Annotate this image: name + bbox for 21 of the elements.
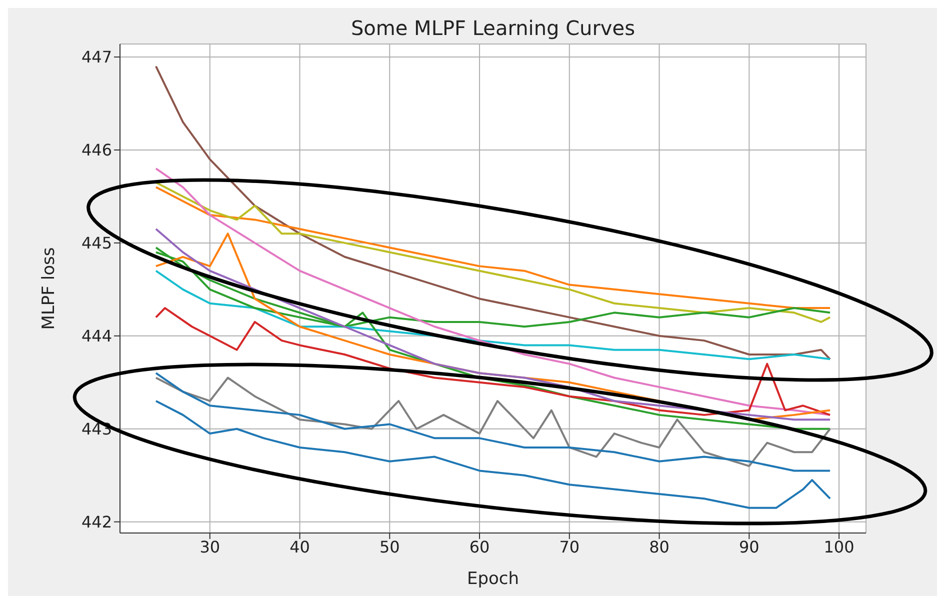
x-axis-title: Epoch — [466, 569, 520, 589]
line-series — [154, 270, 832, 360]
y-tick-label: 445 — [81, 234, 112, 253]
x-tick-label: 90 — [738, 537, 760, 556]
y-tick-label: 444 — [81, 326, 112, 346]
line-series — [154, 307, 832, 416]
y-tick-label: 447 — [81, 48, 112, 67]
y-axis-title: MLPF loss — [39, 247, 60, 330]
x-tick-label: 80 — [649, 537, 670, 556]
line-series — [154, 65, 832, 360]
x-tick-label: 100 — [824, 537, 854, 556]
x-tick-label: 30 — [200, 537, 220, 556]
x-tick-label: 50 — [379, 537, 400, 556]
y-tick-label: 442 — [81, 512, 112, 532]
x-tick-label: 40 — [290, 537, 310, 556]
chart-title: Some MLPF Learning Curves — [350, 16, 636, 40]
line-series — [154, 168, 832, 416]
y-tick-label: 446 — [81, 140, 112, 160]
x-tick-label: 60 — [469, 537, 490, 556]
x-tick-label: 70 — [559, 537, 580, 556]
line-series — [154, 400, 832, 509]
